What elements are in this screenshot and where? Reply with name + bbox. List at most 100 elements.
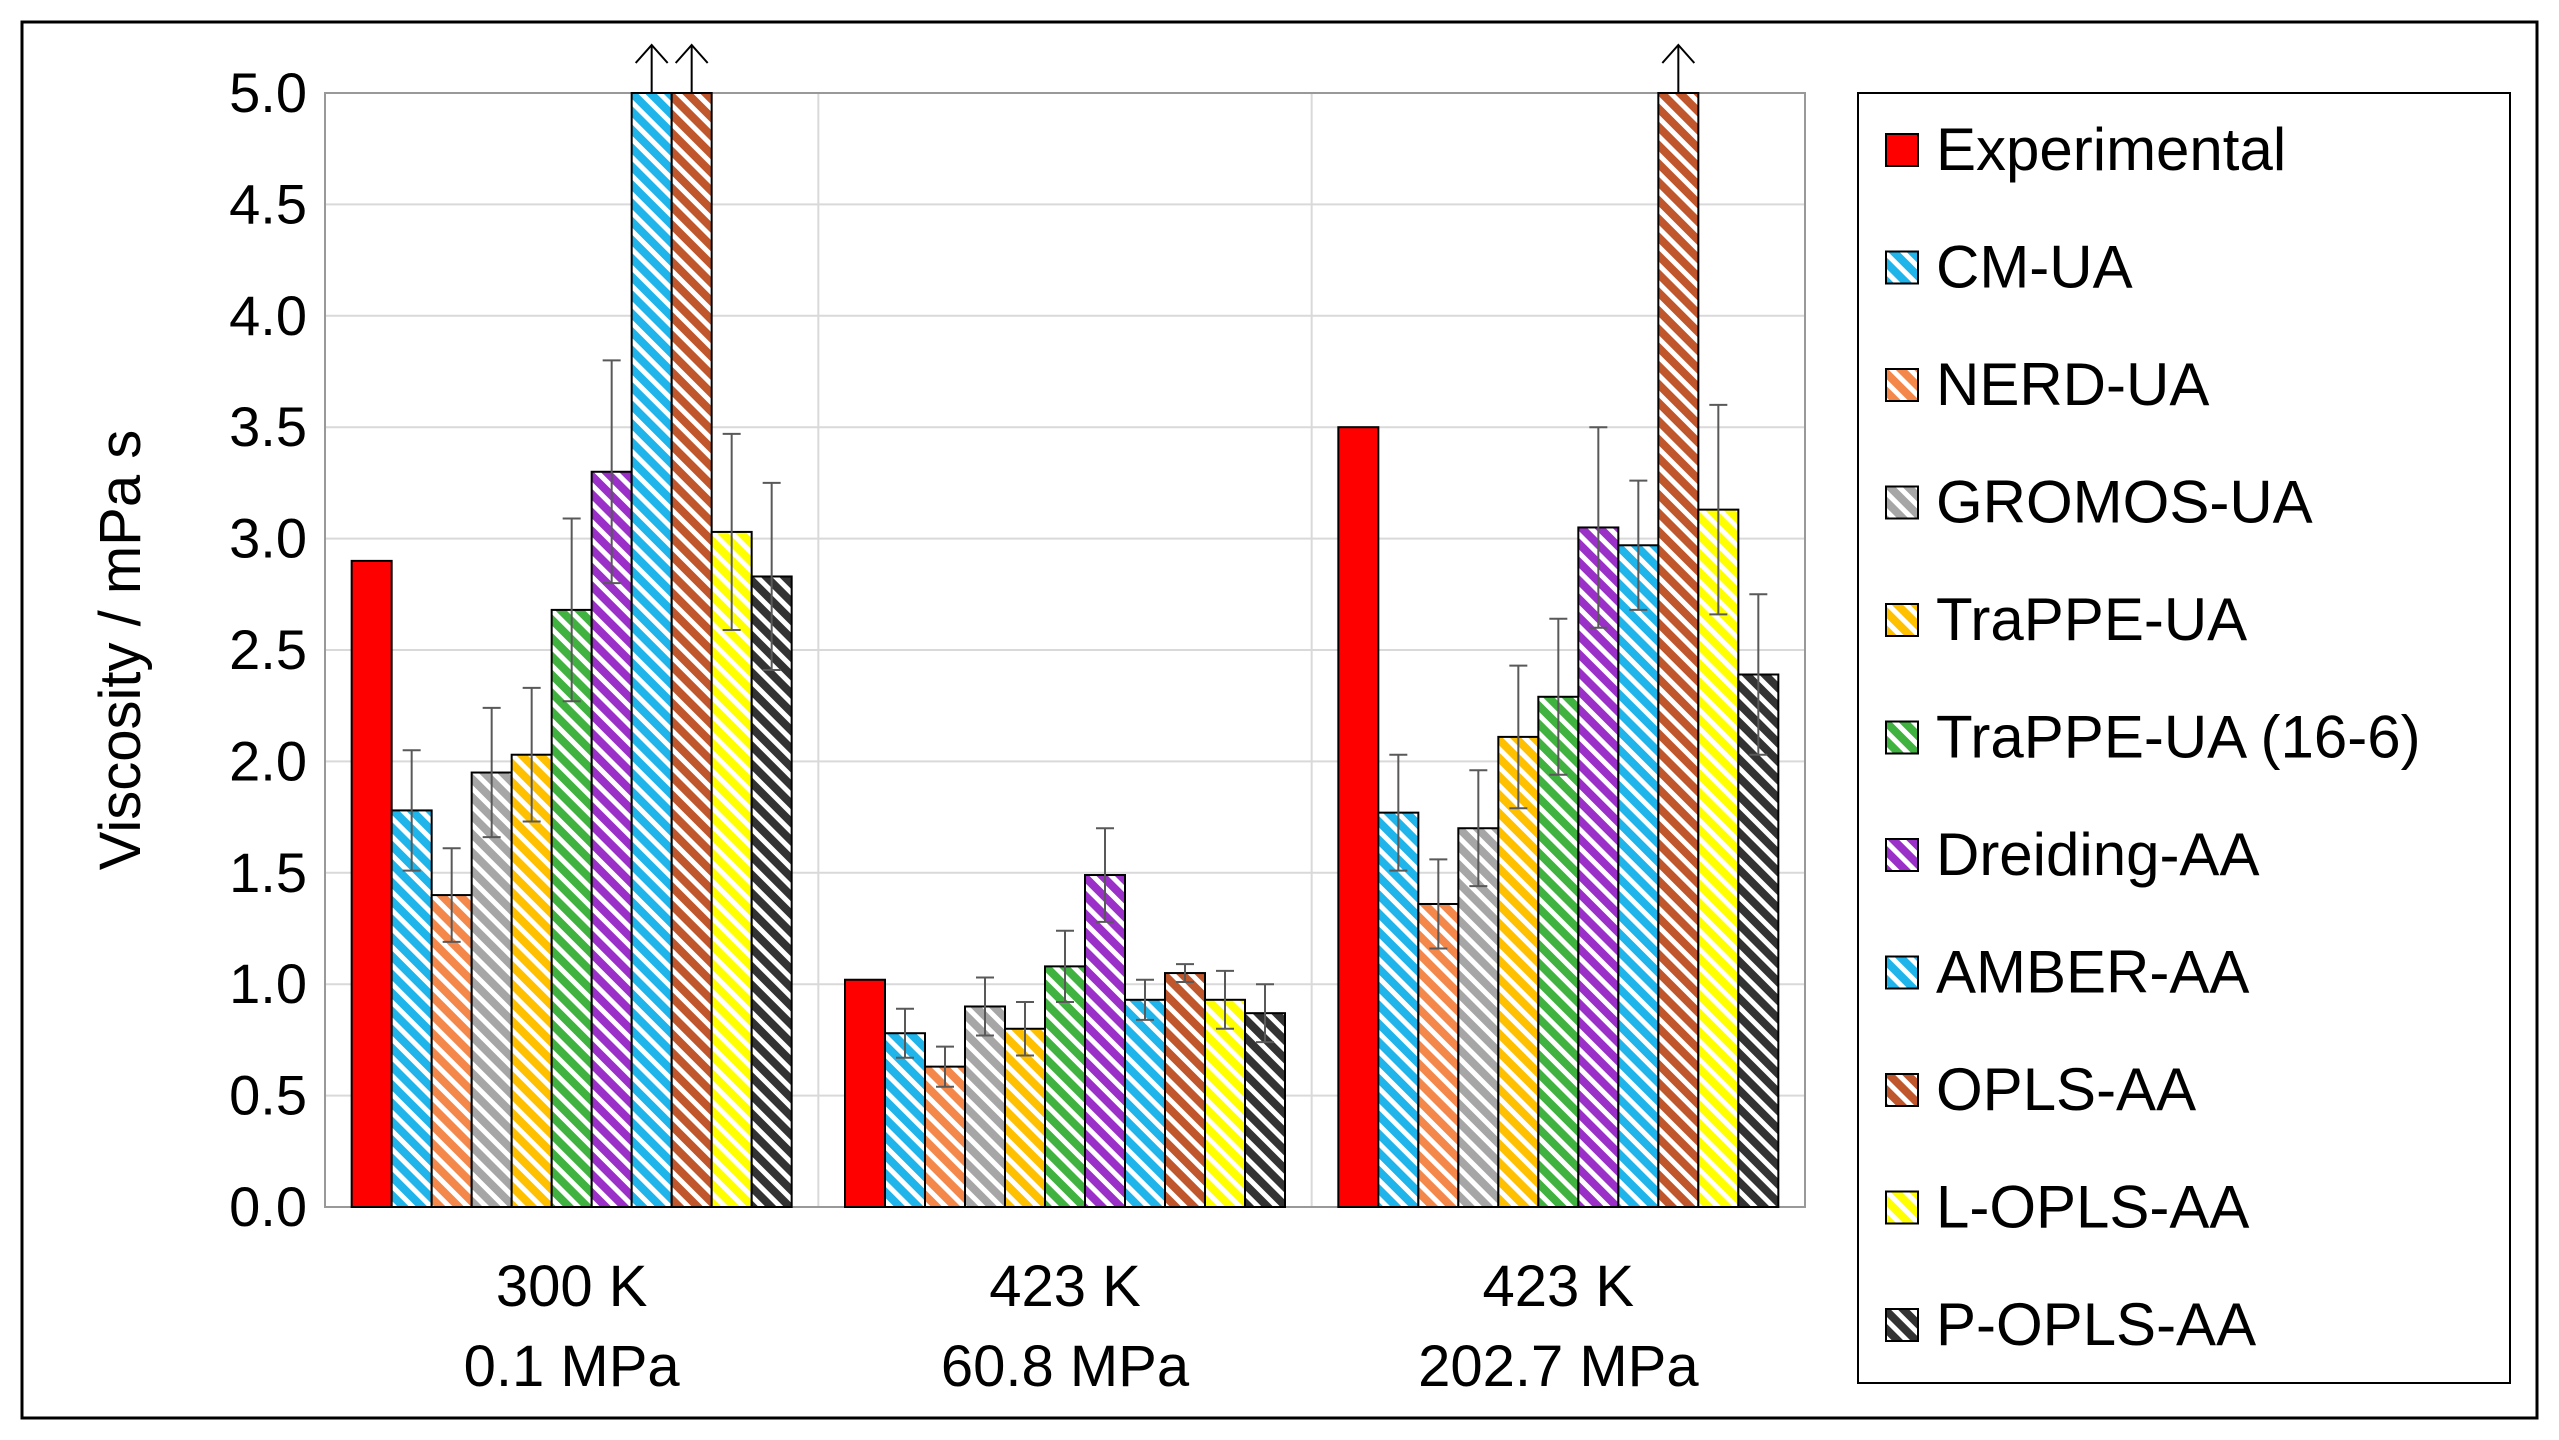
legend-item-opls-aa: OPLS-AA — [1885, 1056, 2196, 1123]
error-bar-cm-ua — [1389, 753, 1408, 872]
legend-label: OPLS-AA — [1936, 1056, 2196, 1123]
legend-item-experimental: Experimental — [1885, 116, 2286, 183]
legend-swatch — [1885, 1308, 1919, 1342]
bar-trappe-ua — [1004, 1027, 1046, 1209]
legend-box — [1857, 92, 2511, 1384]
bar-l-opls-aa — [1204, 998, 1246, 1209]
legend-label: P-OPLS-AA — [1936, 1291, 2256, 1358]
y-axis-ticks: 0.0 0.5 1.0 1.5 2.0 2.5 3.0 3.5 4.0 4.5 5.0 — [229, 61, 307, 1238]
bar-amber-aa — [1124, 998, 1166, 1209]
error-bar-trappe-ua-16-6 — [1056, 929, 1074, 1004]
error-bar-l-opls-aa — [1216, 969, 1234, 1030]
y-tick-label: 0.5 — [229, 1064, 307, 1127]
x-category-label: 423 K — [1483, 1254, 1635, 1319]
error-bar-nerd-ua — [442, 847, 461, 943]
bar-l-opls-aa — [1697, 508, 1740, 1208]
bar-dreiding-aa — [1577, 526, 1620, 1208]
bar-amber-aa — [1617, 544, 1660, 1208]
error-bar-nerd-ua — [936, 1045, 954, 1088]
legend-swatch — [1885, 955, 1919, 990]
bar-cm-ua — [1377, 811, 1420, 1208]
legend-swatch — [1885, 133, 1919, 167]
bar-gromos-ua — [964, 1005, 1006, 1208]
legend-item-dreiding-aa: Dreiding-AA — [1885, 821, 2259, 888]
bar-l-opls-aa — [710, 530, 753, 1208]
legend-label: GROMOS-UA — [1936, 469, 2313, 536]
error-bar-p-opls-aa — [762, 481, 781, 672]
bar-trappe-ua — [510, 753, 553, 1208]
error-bar-nerd-ua — [1429, 858, 1448, 950]
legend-label: NERD-UA — [1936, 351, 2209, 418]
error-bar-dreiding-aa — [1096, 827, 1114, 923]
legend-swatch — [1885, 1190, 1919, 1225]
bar-amber-aa — [630, 92, 673, 1208]
x-category-sublabel: 202.7 MPa — [1418, 1334, 1699, 1399]
y-tick-label: 2.5 — [229, 618, 307, 681]
bar-p-opls-aa — [1737, 673, 1780, 1208]
legend-swatch — [1885, 250, 1919, 285]
legend-item-nerd-ua: NERD-UA — [1885, 351, 2209, 418]
y-tick-label: 5.0 — [229, 61, 307, 124]
y-tick-label: 3.5 — [229, 395, 307, 458]
bars — [350, 43, 1780, 1209]
error-bar-cm-ua — [896, 1007, 914, 1059]
legend-label: CM-UA — [1936, 234, 2133, 301]
y-tick-label: 0.0 — [229, 1175, 307, 1238]
bar-nerd-ua — [430, 894, 473, 1209]
error-bar-gromos-ua — [976, 976, 994, 1037]
error-bar-p-opls-aa — [1749, 593, 1768, 756]
legend-label: AMBER-AA — [1936, 939, 2249, 1006]
legend-item-cm-ua: CM-UA — [1885, 234, 2133, 301]
legend-label: TraPPE-UA (16-6) — [1936, 704, 2421, 771]
legend-label: Dreiding-AA — [1936, 821, 2259, 888]
error-bar-trappe-ua-16-6 — [1549, 617, 1568, 776]
x-axis-categories: 300 K 0.1 MPa 423 K 60.8 MPa 423 K 202.7 MPa — [464, 1254, 1700, 1399]
y-tick-label: 2.0 — [229, 729, 307, 792]
legend-item-l-opls-aa: L-OPLS-AA — [1885, 1174, 2249, 1241]
bar-experimental — [1337, 426, 1380, 1208]
x-category-label: 300 K — [496, 1254, 648, 1319]
legend-swatch — [1885, 1073, 1919, 1107]
off-scale-arrow-icon — [634, 43, 669, 93]
legend-swatch — [1885, 603, 1919, 637]
y-tick-label: 1.5 — [229, 841, 307, 904]
legend-label: Experimental — [1936, 116, 2286, 183]
error-bar-gromos-ua — [1469, 769, 1488, 888]
error-bar-dreiding-aa — [1589, 426, 1608, 629]
error-bar-gromos-ua — [482, 706, 501, 839]
bar-opls-aa — [670, 92, 713, 1208]
x-category-sublabel: 0.1 MPa — [464, 1334, 681, 1399]
bar-experimental — [350, 559, 393, 1208]
bar-gromos-ua — [470, 771, 513, 1208]
error-bar-amber-aa — [1136, 978, 1154, 1021]
off-scale-arrow-icon — [674, 43, 709, 93]
legend-item-trappe-ua-16-6: TraPPE-UA (16-6) — [1885, 704, 2421, 771]
error-bar-p-opls-aa — [1256, 983, 1274, 1044]
x-category-sublabel: 60.8 MPa — [941, 1334, 1190, 1399]
bar-gromos-ua — [1457, 827, 1500, 1208]
bar-opls-aa — [1164, 972, 1206, 1208]
error-bar-dreiding-aa — [602, 359, 621, 585]
error-bar-trappe-ua-16-6 — [562, 517, 581, 703]
legend-item-p-opls-aa: P-OPLS-AA — [1885, 1291, 2256, 1358]
x-category-label: 423 K — [989, 1254, 1141, 1319]
bar-cm-ua — [390, 809, 433, 1209]
y-axis-title: Viscosity / mPa s — [88, 430, 153, 871]
error-bar-l-opls-aa — [1709, 403, 1728, 616]
bar-opls-aa — [1657, 92, 1700, 1208]
y-tick-label: 4.0 — [229, 284, 307, 347]
legend-swatch — [1885, 368, 1919, 402]
bar-cm-ua — [884, 1032, 926, 1208]
off-scale-arrow-icon — [1661, 43, 1696, 93]
bar-nerd-ua — [924, 1065, 966, 1208]
error-bar-trappe-ua — [1509, 664, 1528, 810]
legend-item-gromos-ua: GROMOS-UA — [1885, 469, 2313, 536]
bar-trappe-ua — [1497, 735, 1540, 1209]
legend-label: TraPPE-UA — [1936, 586, 2247, 653]
bar-p-opls-aa — [750, 575, 793, 1208]
y-tick-label: 1.0 — [229, 952, 307, 1015]
error-bar-l-opls-aa — [722, 432, 741, 631]
legend-item-amber-aa: AMBER-AA — [1885, 939, 2249, 1006]
